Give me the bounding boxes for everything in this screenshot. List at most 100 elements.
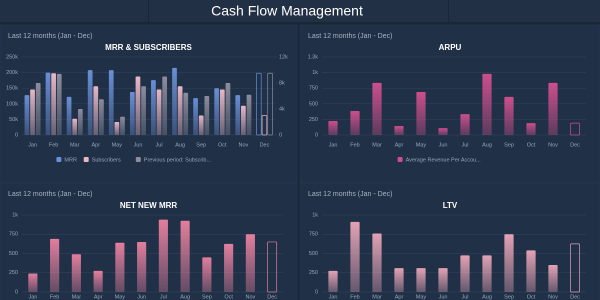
x-tick-label: Jul <box>461 294 468 300</box>
legend-swatch <box>56 157 62 162</box>
bar <box>416 268 426 292</box>
x-tick-label: Oct <box>527 294 536 300</box>
bar <box>156 89 162 135</box>
bar <box>504 96 514 135</box>
x-tick-label: Apr <box>94 294 103 300</box>
y2-tick-label: 0 <box>279 132 282 138</box>
bar <box>350 221 360 292</box>
x-tick-label: Feb <box>50 294 59 300</box>
y-tick-label: 250 <box>309 270 318 276</box>
x-tick-label: May <box>416 142 427 148</box>
x-tick-label: Dec <box>570 142 580 148</box>
bar <box>198 115 204 135</box>
bar <box>438 268 448 292</box>
bar <box>526 250 536 292</box>
bar <box>93 86 99 135</box>
bar <box>93 270 103 292</box>
header-tile <box>0 0 148 22</box>
bar <box>30 89 35 135</box>
panel-subtitle: Last 12 months (Jan - Dec) <box>308 191 392 198</box>
y2-tick-label: 12k <box>279 54 288 60</box>
y-tick-label: 150k <box>6 86 18 92</box>
y-tick-label: 750 <box>309 232 318 238</box>
bar <box>50 238 60 292</box>
x-tick-label: Aug <box>175 142 185 148</box>
y-tick-label: 100k <box>6 101 18 107</box>
legend-swatch <box>83 157 89 162</box>
y-tick-label: 0 <box>15 289 18 295</box>
bar <box>570 122 580 136</box>
bar <box>158 219 168 292</box>
bar <box>172 67 177 135</box>
bar <box>120 116 125 135</box>
x-tick-label: Mar <box>72 294 82 300</box>
x-tick-label: Oct <box>527 142 536 148</box>
bar <box>256 72 262 136</box>
bar <box>261 115 268 136</box>
y-tick-label: 1k <box>312 70 318 76</box>
x-tick-label: Aug <box>180 294 190 300</box>
x-tick-label: Oct <box>224 294 233 300</box>
bar <box>177 86 183 135</box>
bar <box>460 114 470 135</box>
y-tick-label: 200k <box>6 70 18 76</box>
bar <box>135 76 141 135</box>
panel-subtitle: Last 12 months (Jan - Dec) <box>8 33 92 40</box>
bar <box>56 73 62 135</box>
bar <box>482 255 492 292</box>
x-tick-label: Jun <box>439 294 448 300</box>
panel-title: ARPU <box>439 43 462 52</box>
x-tick-label: Jun <box>134 142 143 148</box>
bar <box>504 234 514 292</box>
page-title: Cash Flow Management <box>211 3 363 19</box>
y-tick-label: 750 <box>309 86 318 92</box>
x-tick-label: Jul <box>156 142 163 148</box>
y-tick-label: 500 <box>309 101 318 107</box>
x-tick-label: Feb <box>49 142 58 148</box>
x-tick-label: Sep <box>504 294 514 300</box>
legend-swatch <box>397 157 403 162</box>
bar <box>193 98 198 135</box>
bar <box>202 257 212 292</box>
bar <box>570 243 580 293</box>
bar <box>66 96 72 135</box>
x-tick-label: Mar <box>372 142 382 148</box>
x-tick-label: Dec <box>260 142 270 148</box>
x-tick-label: Dec <box>267 294 277 300</box>
x-tick-label: Apr <box>395 142 404 148</box>
y-tick-label: 0 <box>315 289 318 295</box>
x-tick-label: Aug <box>482 142 492 148</box>
x-tick-label: Jul <box>461 142 468 148</box>
x-tick-label: May <box>416 294 427 300</box>
x-tick-label: Jan <box>329 142 338 148</box>
y-tick-label: 250 <box>9 270 18 276</box>
bar <box>219 89 225 135</box>
bar <box>35 83 41 135</box>
x-tick-label: Feb <box>350 142 359 148</box>
header-tile <box>149 0 448 22</box>
y-tick-label: 750 <box>9 232 18 238</box>
x-tick-label: Mar <box>70 142 80 148</box>
panel-subtitle: Last 12 months (Jan - Dec) <box>308 33 392 40</box>
bar <box>99 99 104 135</box>
y-tick-label: 1k <box>312 212 318 218</box>
bar <box>482 73 492 135</box>
y2-tick-label: 8k <box>279 80 285 86</box>
bar <box>72 118 78 135</box>
bar <box>137 241 147 292</box>
bar <box>45 72 51 135</box>
bar <box>394 268 404 292</box>
y-tick-label: 50k <box>9 117 18 123</box>
x-tick-label: Apr <box>395 294 404 300</box>
legend-swatch <box>135 157 141 162</box>
x-tick-label: Jan <box>329 294 338 300</box>
x-tick-label: Jan <box>28 294 37 300</box>
bar <box>108 70 114 135</box>
bar <box>214 88 220 135</box>
bar <box>51 73 56 135</box>
bar <box>438 128 448 135</box>
bar <box>267 241 278 293</box>
bar <box>114 122 120 135</box>
